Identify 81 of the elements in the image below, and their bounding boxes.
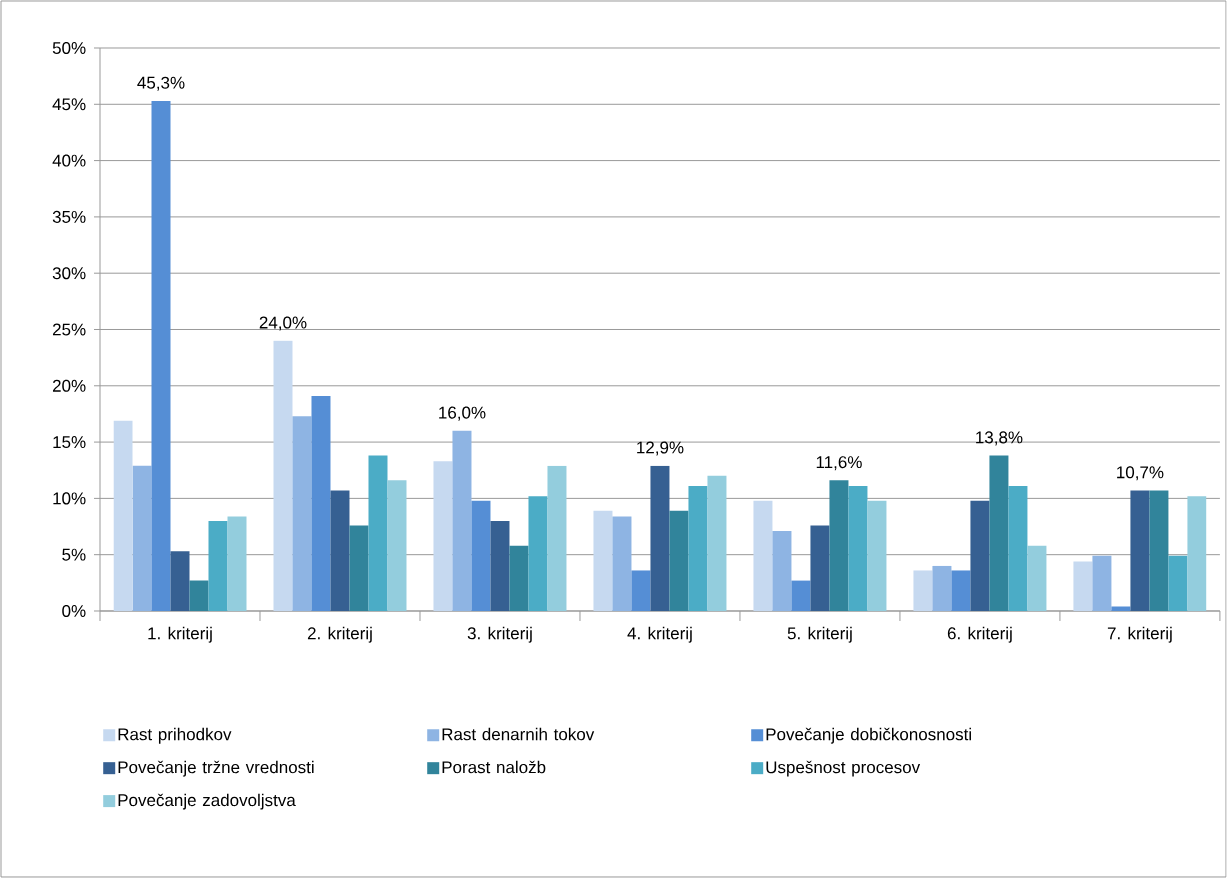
- bar: [490, 520, 510, 611]
- data-label: 12,9%: [637, 441, 684, 456]
- bar: [951, 570, 971, 611]
- legend-label: Povečanje zadovoljstva: [118, 793, 296, 810]
- bar: [848, 486, 868, 611]
- legend-label: Rast prihodkov: [118, 727, 232, 744]
- y-tick-label: 50%: [52, 41, 86, 55]
- bar: [433, 461, 453, 611]
- y-tick-label: 5%: [62, 548, 86, 561]
- bar: [452, 430, 472, 611]
- y-tick-label: 45%: [52, 98, 86, 111]
- bar: [1168, 555, 1188, 611]
- bar: [273, 340, 293, 611]
- bar: [593, 510, 613, 611]
- y-tick-label: 35%: [52, 210, 86, 223]
- x-tick-label: 6. kriterij: [947, 626, 1012, 643]
- bar: [829, 480, 849, 611]
- legend-label: Rast denarnih tokov: [442, 727, 595, 741]
- x-tick-label: 5. kriterij: [787, 626, 852, 643]
- bar: [707, 475, 727, 611]
- y-tick-label: 25%: [52, 323, 86, 336]
- bar: [810, 525, 830, 611]
- bar: [132, 465, 152, 611]
- x-tick-label: 3. kriterij: [467, 626, 532, 643]
- data-label: 13,8%: [976, 431, 1023, 446]
- bar: [932, 565, 952, 611]
- bar: [292, 416, 312, 611]
- bar: [772, 531, 792, 611]
- bar: [989, 455, 1009, 611]
- x-tick-label: 2. kriterij: [307, 626, 372, 643]
- y-tick-label: 20%: [52, 379, 86, 392]
- bar: [113, 420, 133, 611]
- legend-label: Uspešnost procesov: [766, 760, 921, 777]
- data-label: 10,7%: [1117, 466, 1164, 481]
- bar: [547, 465, 567, 611]
- x-tick-label: 7. kriterij: [1107, 626, 1172, 643]
- bar: [1149, 490, 1169, 611]
- bar: [612, 516, 632, 611]
- bar: [650, 465, 670, 611]
- bar: [688, 486, 708, 611]
- data-label: 45,3%: [137, 76, 185, 91]
- legend-label: Povečanje dobičkonosnosti: [766, 727, 971, 744]
- bar: [368, 455, 388, 611]
- bar: [151, 100, 171, 611]
- data-label: 11,6%: [816, 456, 862, 471]
- bar: [913, 570, 933, 611]
- bar: [867, 500, 887, 611]
- legend-label: Povečanje tržne vrednosti: [118, 760, 314, 777]
- bar: [387, 480, 407, 611]
- y-tick-label: 30%: [52, 267, 86, 280]
- bar: [1027, 545, 1047, 611]
- bar: [208, 520, 228, 611]
- bar: [471, 500, 491, 611]
- bar: [1130, 490, 1150, 611]
- bar: [227, 516, 247, 611]
- bar: [170, 551, 190, 611]
- x-tick-label: 1. kriterij: [148, 626, 212, 643]
- bar: [631, 570, 651, 611]
- bar: [509, 545, 529, 611]
- bar: [330, 490, 350, 611]
- y-tick-label: 40%: [52, 154, 86, 167]
- bar: [189, 580, 209, 611]
- data-label: 16,0%: [439, 406, 486, 421]
- bar: [528, 496, 548, 611]
- bar: [1092, 555, 1112, 611]
- bar: [669, 510, 689, 611]
- y-tick-label: 10%: [53, 492, 86, 505]
- bar: [791, 580, 811, 611]
- bar: [1187, 496, 1207, 611]
- bar: [1111, 606, 1131, 611]
- x-tick-label: 4. kriterij: [627, 626, 692, 643]
- bar: [970, 500, 990, 611]
- bar: [753, 500, 773, 611]
- bar: [311, 395, 331, 611]
- bar: [349, 525, 369, 611]
- bar: [1008, 486, 1028, 611]
- bar: [1073, 561, 1093, 611]
- legend-label: Porast naložb: [442, 760, 546, 774]
- data-label: 24,0%: [259, 316, 307, 331]
- y-tick-label: 15%: [53, 436, 86, 449]
- y-tick-label: 0%: [62, 604, 86, 618]
